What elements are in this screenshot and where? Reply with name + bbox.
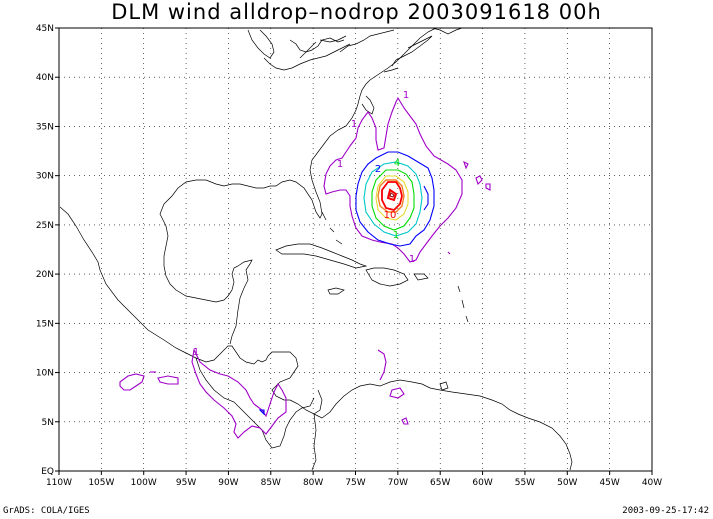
y-tick-label: 35N bbox=[36, 122, 54, 132]
contour-label: 1 bbox=[193, 347, 199, 358]
contour-label: 1 bbox=[409, 254, 415, 265]
coastline-cuba bbox=[275, 243, 368, 269]
contour-10-core bbox=[389, 192, 395, 198]
coastline-gulf bbox=[59, 206, 299, 401]
contour-1-blob-b bbox=[485, 183, 491, 191]
grid-lines bbox=[59, 28, 652, 471]
x-tick-label: 55W bbox=[515, 478, 535, 488]
contour-2-right bbox=[423, 185, 429, 211]
coastline-hispaniola bbox=[365, 267, 409, 287]
coastline-great-lakes bbox=[263, 43, 351, 71]
contour-6 bbox=[377, 179, 405, 213]
y-tick-label: 45N bbox=[36, 24, 54, 34]
x-tick-label: 45W bbox=[599, 478, 619, 488]
coastline-labrador bbox=[289, 37, 345, 53]
contour-label: 2 bbox=[375, 164, 381, 175]
y-tick-label: 5N bbox=[42, 418, 54, 428]
contour-lines bbox=[119, 96, 491, 439]
contour-labels: 1 1 1 1 1 2 4 10 1 bbox=[193, 90, 415, 358]
coastline-yucatan bbox=[159, 129, 339, 345]
contour-2 bbox=[355, 151, 435, 247]
contour-10-inner bbox=[386, 188, 398, 202]
x-tick-label: 40W bbox=[642, 478, 662, 488]
contour-1-islands-a bbox=[389, 387, 405, 399]
coastline-puerto-rico bbox=[413, 273, 429, 281]
coastline-trinidad bbox=[439, 381, 449, 391]
y-tick-label: EQ bbox=[41, 467, 54, 477]
y-tick-label: 25N bbox=[36, 221, 54, 231]
contour-label: 10 bbox=[384, 210, 397, 221]
contour-4 bbox=[371, 169, 415, 231]
contour-label: 1 bbox=[337, 159, 343, 170]
x-tick-label: 90W bbox=[218, 478, 238, 488]
coastline-gulf-stlawrence bbox=[339, 29, 395, 53]
contour-label: 4 bbox=[394, 158, 400, 169]
y-tick-label: 30N bbox=[36, 172, 54, 182]
x-tick-label: 110W bbox=[46, 478, 72, 488]
x-tick-label: 65W bbox=[430, 478, 450, 488]
coastlines bbox=[59, 27, 573, 471]
plot-frame bbox=[58, 27, 653, 472]
y-tick-label: 15N bbox=[36, 319, 54, 329]
coastline-hudson bbox=[247, 29, 275, 59]
x-tick-label: 85W bbox=[261, 478, 281, 488]
coastline-lesser-antilles bbox=[457, 285, 469, 323]
axis-ticks: 110W 105W 100W 95W 90W 85W 80W 75W 70W 65W 60W 55W 5… bbox=[36, 24, 662, 488]
x-tick-label: 50W bbox=[557, 478, 577, 488]
coastline-long-island bbox=[383, 67, 399, 73]
x-tick-label: 75W bbox=[345, 478, 365, 488]
map-title: DLM wind alldrop–nodrop 2003091618 00h bbox=[111, 0, 602, 24]
x-tick-label: 95W bbox=[176, 478, 196, 488]
x-tick-label: 70W bbox=[388, 478, 408, 488]
contour-1-pacific bbox=[191, 348, 287, 439]
contour-label: 1 bbox=[393, 230, 399, 241]
coastline-newfoundland bbox=[431, 27, 463, 35]
coastline-nova-scotia bbox=[391, 35, 433, 67]
render-timestamp: 2003-09-25-17:42 bbox=[622, 506, 709, 516]
contour-1-islands-b bbox=[401, 417, 409, 425]
contour-10-outer bbox=[381, 181, 403, 211]
coastline-bahamas bbox=[321, 211, 343, 245]
contour-1-small bbox=[447, 251, 451, 255]
grads-credit: GrADS: COLA/IGES bbox=[3, 506, 90, 516]
contour-5 bbox=[375, 175, 409, 221]
y-tick-label: 10N bbox=[36, 369, 54, 379]
contour-1-outer bbox=[323, 96, 463, 263]
contour-1-blob-c bbox=[463, 160, 469, 170]
x-tick-label: 105W bbox=[88, 478, 114, 488]
x-tick-label: 100W bbox=[131, 478, 157, 488]
contour-label: 1 bbox=[351, 119, 357, 130]
x-tick-label: 60W bbox=[472, 478, 492, 488]
contour-1-venezuela bbox=[377, 349, 387, 381]
contour-1-blob-a bbox=[475, 175, 483, 186]
coastline-panama bbox=[289, 389, 323, 415]
coastline-central-america-pacific bbox=[195, 357, 315, 449]
coastline-lakes-b bbox=[299, 35, 347, 59]
contour-3 bbox=[363, 161, 423, 237]
coastline-south-america bbox=[311, 379, 573, 471]
y-tick-label: 40N bbox=[36, 73, 54, 83]
coastline-east bbox=[337, 27, 437, 131]
x-tick-label: 80W bbox=[303, 478, 323, 488]
contour-2-pacific bbox=[258, 409, 265, 416]
contour-label: 1 bbox=[403, 90, 409, 101]
contour-1-pacific-c bbox=[157, 375, 179, 385]
coastline-chesapeake bbox=[361, 95, 375, 115]
y-tick-label: 20N bbox=[36, 270, 54, 280]
contour-1-pacific-b bbox=[119, 373, 145, 391]
coastline-jamaica bbox=[327, 287, 345, 295]
